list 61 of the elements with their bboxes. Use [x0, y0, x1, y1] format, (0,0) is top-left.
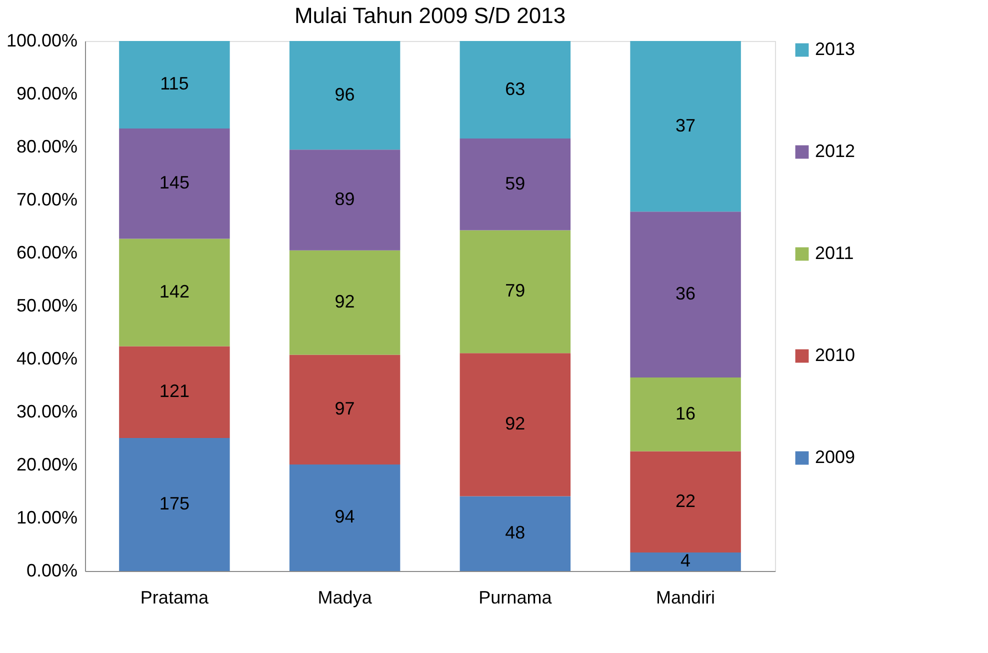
bar [119, 346, 230, 438]
annotation: 115 [160, 74, 189, 94]
annotation: 121 [159, 381, 190, 402]
annotation: 92 [505, 414, 526, 434]
annotation: 92 [334, 292, 355, 312]
annotation: 16 [676, 403, 696, 424]
annotation: 22 [676, 490, 696, 511]
y-tick-label: 0.00% [26, 560, 78, 580]
annotation: 89 [334, 189, 355, 209]
annotation: 4 [680, 550, 691, 571]
annotation: 36 [676, 284, 696, 304]
bar [630, 41, 741, 212]
annotation: 142 [159, 281, 190, 302]
annotation: 48 [505, 522, 526, 543]
y-tick-label: 20.00% [16, 454, 78, 474]
bar [119, 438, 230, 571]
bar [119, 41, 230, 128]
y-tick-label: 80.00% [16, 136, 78, 156]
legend-label: 2013 [815, 39, 856, 59]
y-tick-label: 70.00% [16, 190, 78, 210]
annotation: 97 [334, 398, 355, 419]
annotation: 63 [505, 78, 526, 99]
y-tick-label: 100.00% [6, 30, 78, 50]
x-tick-label: Pratama [140, 588, 210, 608]
bar [630, 552, 741, 571]
y-tick-label: 60.00% [16, 242, 78, 262]
bar [460, 138, 571, 230]
bar [289, 354, 400, 464]
annotation: 175 [159, 493, 190, 514]
annotation: 37 [676, 115, 696, 136]
legend-label: 2009 [815, 447, 856, 467]
bar [460, 353, 571, 496]
chart-title: Mulai Tahun 2009 S/D 2013 [294, 3, 566, 28]
y-tick-label: 30.00% [16, 402, 78, 422]
annotation: 96 [334, 84, 355, 104]
bar [119, 238, 230, 346]
legend-label: 2011 [815, 243, 854, 263]
bar [119, 128, 230, 239]
annotation: 145 [159, 172, 190, 193]
bar [289, 41, 400, 150]
y-tick-label: 50.00% [16, 296, 78, 316]
bar [460, 230, 571, 354]
annotation: 79 [505, 280, 526, 301]
y-tick-label: 40.00% [16, 348, 78, 368]
bar [460, 41, 571, 139]
legend-label: 2012 [815, 141, 856, 161]
y-tick-label: 10.00% [16, 508, 78, 528]
bar [630, 451, 741, 552]
bar [460, 496, 571, 571]
bar [289, 464, 400, 571]
bar [289, 150, 400, 250]
bar [630, 378, 741, 452]
bar [630, 212, 741, 378]
legend-label: 2010 [815, 345, 856, 365]
bar [289, 250, 400, 355]
y-tick-label: 90.00% [16, 84, 78, 104]
x-tick-label: Purnama [478, 588, 553, 608]
x-tick-label: Mandiri [656, 588, 716, 608]
annotation: 59 [505, 173, 526, 194]
annotation: 94 [334, 506, 355, 527]
x-tick-label: Madya [318, 588, 373, 608]
